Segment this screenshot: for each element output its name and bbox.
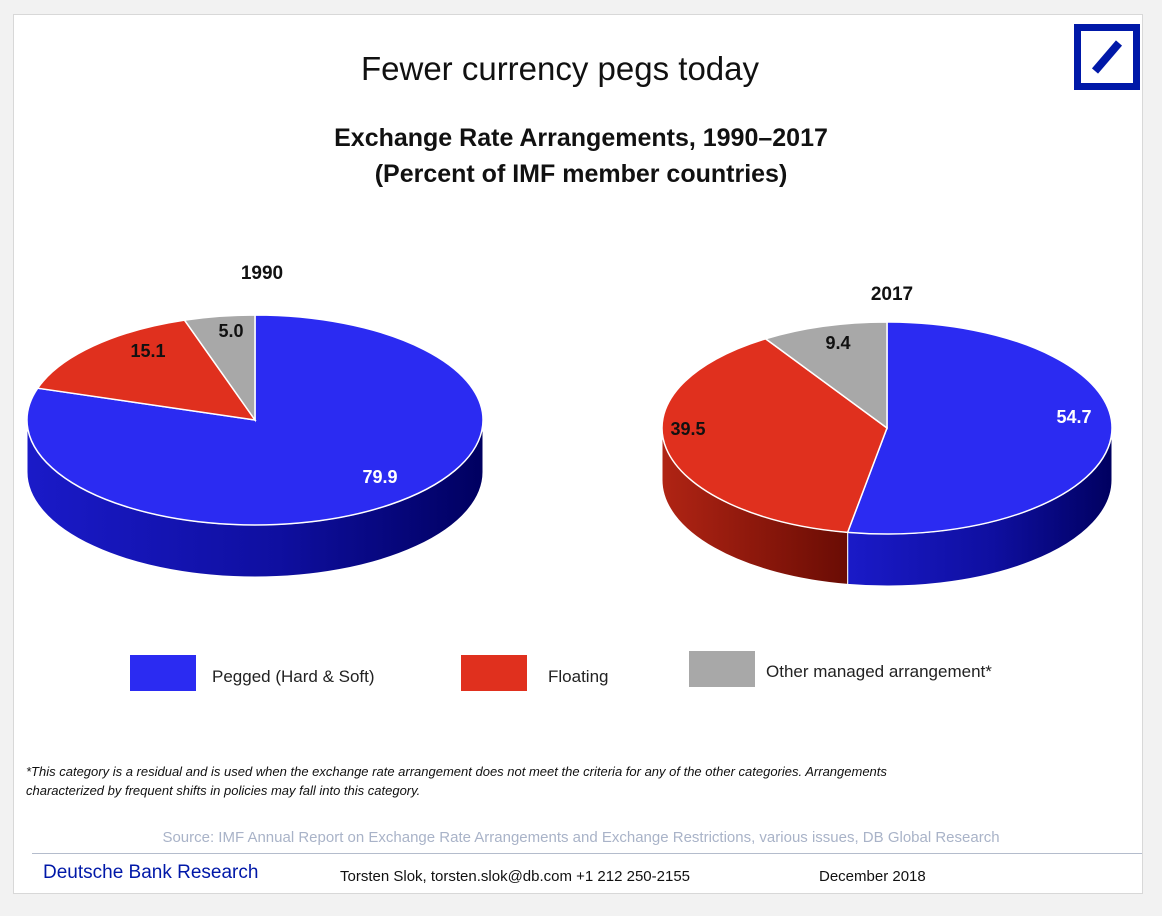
- footnote-line: *This category is a residual and is used…: [26, 764, 887, 779]
- data-label-floating: 39.5: [670, 419, 705, 439]
- pie-slice-pegged: [846, 321, 1113, 535]
- data-label-other: 5.0: [218, 321, 243, 341]
- chart-title: Exchange Rate Arrangements, 1990–2017: [334, 124, 828, 152]
- footnote-line: characterized by frequent shifts in poli…: [26, 783, 421, 798]
- pie-year-label: 2017: [871, 284, 913, 305]
- pie-slice-other: [763, 321, 888, 430]
- legend-swatch-pegged: [130, 655, 196, 691]
- data-label-other: 9.4: [825, 333, 850, 353]
- legend-swatch-other: [689, 651, 755, 687]
- page-title: Fewer currency pegs today: [360, 50, 759, 87]
- source-note: Source: IMF Annual Report on Exchange Ra…: [162, 829, 1000, 846]
- chart-subtitle-block: Exchange Rate Arrangements, 1990–2017 (P…: [0, 120, 1162, 192]
- legend-swatch-floating: [461, 655, 527, 691]
- footnote: *This category is a residual and is used…: [26, 762, 1141, 800]
- pie-slice-floating: [36, 319, 257, 421]
- data-label-pegged: 54.7: [1056, 407, 1091, 427]
- footer-date: December 2018: [819, 868, 926, 885]
- pie-year-label: 1990: [241, 263, 283, 284]
- chart-subtitle: (Percent of IMF member countries): [374, 160, 788, 188]
- pie-slice-other: [183, 314, 256, 423]
- data-label-pegged: 79.9: [362, 467, 397, 487]
- logo-slash-icon: [1091, 40, 1123, 74]
- data-label-floating: 15.1: [130, 341, 165, 361]
- pie-1990: 1990 79.9 15.1 5.0: [26, 263, 484, 578]
- footer-divider: [32, 853, 1142, 854]
- legend-label-other: Other managed arrangement*: [766, 662, 992, 681]
- deutsche-bank-logo-icon: [1074, 24, 1140, 90]
- footer-brand: Deutsche Bank Research: [43, 862, 259, 883]
- pie-2017: 2017 54.7 39.5 9.4: [661, 284, 1113, 587]
- legend-label-floating: Floating: [548, 667, 609, 686]
- footer-author: Torsten Slok, torsten.slok@db.com +1 212…: [340, 868, 691, 885]
- legend-label-pegged: Pegged (Hard & Soft): [212, 667, 375, 686]
